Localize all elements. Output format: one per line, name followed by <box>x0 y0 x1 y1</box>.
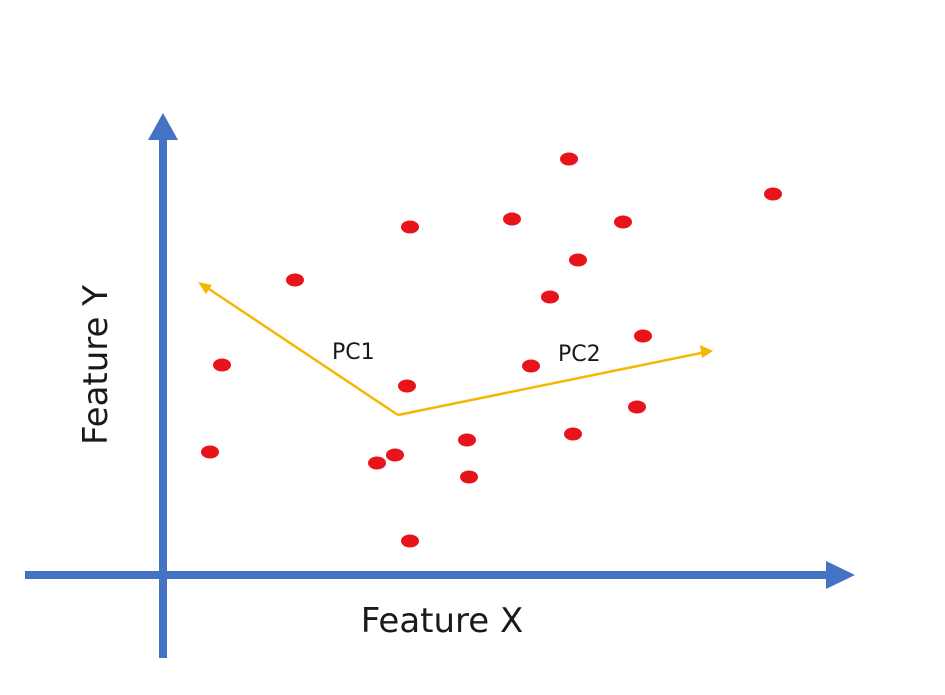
data-point <box>386 448 404 462</box>
y-axis-arrowhead <box>148 113 178 140</box>
data-point <box>522 359 540 373</box>
pc2-vector <box>397 345 713 417</box>
data-point <box>541 290 559 304</box>
data-point <box>286 273 304 287</box>
x-axis-arrowhead <box>826 561 855 589</box>
pc2-arrowhead <box>700 345 713 358</box>
data-point <box>560 152 578 166</box>
y-axis-label: Feature Y <box>76 285 116 445</box>
data-point <box>368 456 386 470</box>
data-point <box>213 358 231 372</box>
data-point <box>628 400 646 414</box>
data-point <box>764 187 782 201</box>
data-point <box>564 427 582 441</box>
data-point <box>401 220 419 234</box>
data-point <box>614 215 632 229</box>
data-point <box>503 212 521 226</box>
data-point <box>569 253 587 267</box>
data-point <box>634 329 652 343</box>
pc2-label: PC2 <box>558 342 601 367</box>
pc1-arrowhead <box>198 282 212 294</box>
x-axis <box>25 561 855 589</box>
data-point <box>398 379 416 393</box>
pc1-label: PC1 <box>332 340 375 365</box>
pc1-vector <box>198 282 399 417</box>
data-points <box>201 152 782 548</box>
data-point <box>401 534 419 548</box>
data-point <box>201 445 219 459</box>
data-point <box>458 433 476 447</box>
data-point <box>460 470 478 484</box>
x-axis-label: Feature X <box>361 601 524 641</box>
